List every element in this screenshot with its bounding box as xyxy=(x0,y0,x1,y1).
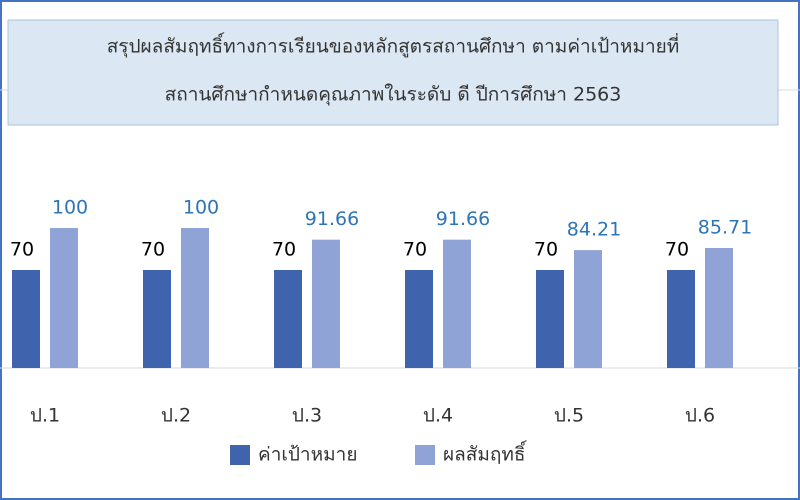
value-label: 91.66 xyxy=(305,208,359,230)
legend-swatch xyxy=(415,445,435,465)
legend-label: ค่าเป้าหมาย xyxy=(258,444,357,466)
x-tick-label: ป.5 xyxy=(554,405,584,427)
chart-title: สถานศึกษากำหนดคุณภาพในระดับ ดี ปีการศึกษ… xyxy=(165,84,622,107)
chart-title: สรุปผลสัมฤทธิ์ทางการเรียนของหลักสูตรสถาน… xyxy=(107,32,680,59)
value-label: 70 xyxy=(534,239,558,261)
bar xyxy=(312,239,340,368)
bar xyxy=(405,270,433,368)
title-box xyxy=(7,19,779,126)
x-tick-label: ป.1 xyxy=(30,405,60,427)
value-label: 70 xyxy=(141,239,165,261)
bar xyxy=(274,270,302,368)
bar xyxy=(536,270,564,368)
x-tick-label: ป.3 xyxy=(292,405,322,427)
bar xyxy=(181,228,209,368)
value-label: 84.21 xyxy=(567,219,621,241)
bar xyxy=(443,239,471,368)
bar xyxy=(143,270,171,368)
value-label: 85.71 xyxy=(698,217,752,239)
value-label: 70 xyxy=(272,239,296,261)
value-label: 70 xyxy=(665,239,689,261)
value-label: 70 xyxy=(10,239,34,261)
bar xyxy=(50,228,78,368)
value-label: 100 xyxy=(52,197,88,219)
value-label: 100 xyxy=(183,197,219,219)
bar xyxy=(667,270,695,368)
bar xyxy=(574,250,602,368)
bar xyxy=(705,248,733,368)
value-label: 91.66 xyxy=(436,208,490,230)
x-tick-label: ป.4 xyxy=(423,405,453,427)
legend-swatch xyxy=(230,445,250,465)
bar xyxy=(12,270,40,368)
legend-label: ผลสัมฤทธิ์ xyxy=(443,440,528,466)
value-label: 70 xyxy=(403,239,427,261)
x-tick-label: ป.6 xyxy=(685,405,715,427)
x-tick-label: ป.2 xyxy=(161,405,191,427)
